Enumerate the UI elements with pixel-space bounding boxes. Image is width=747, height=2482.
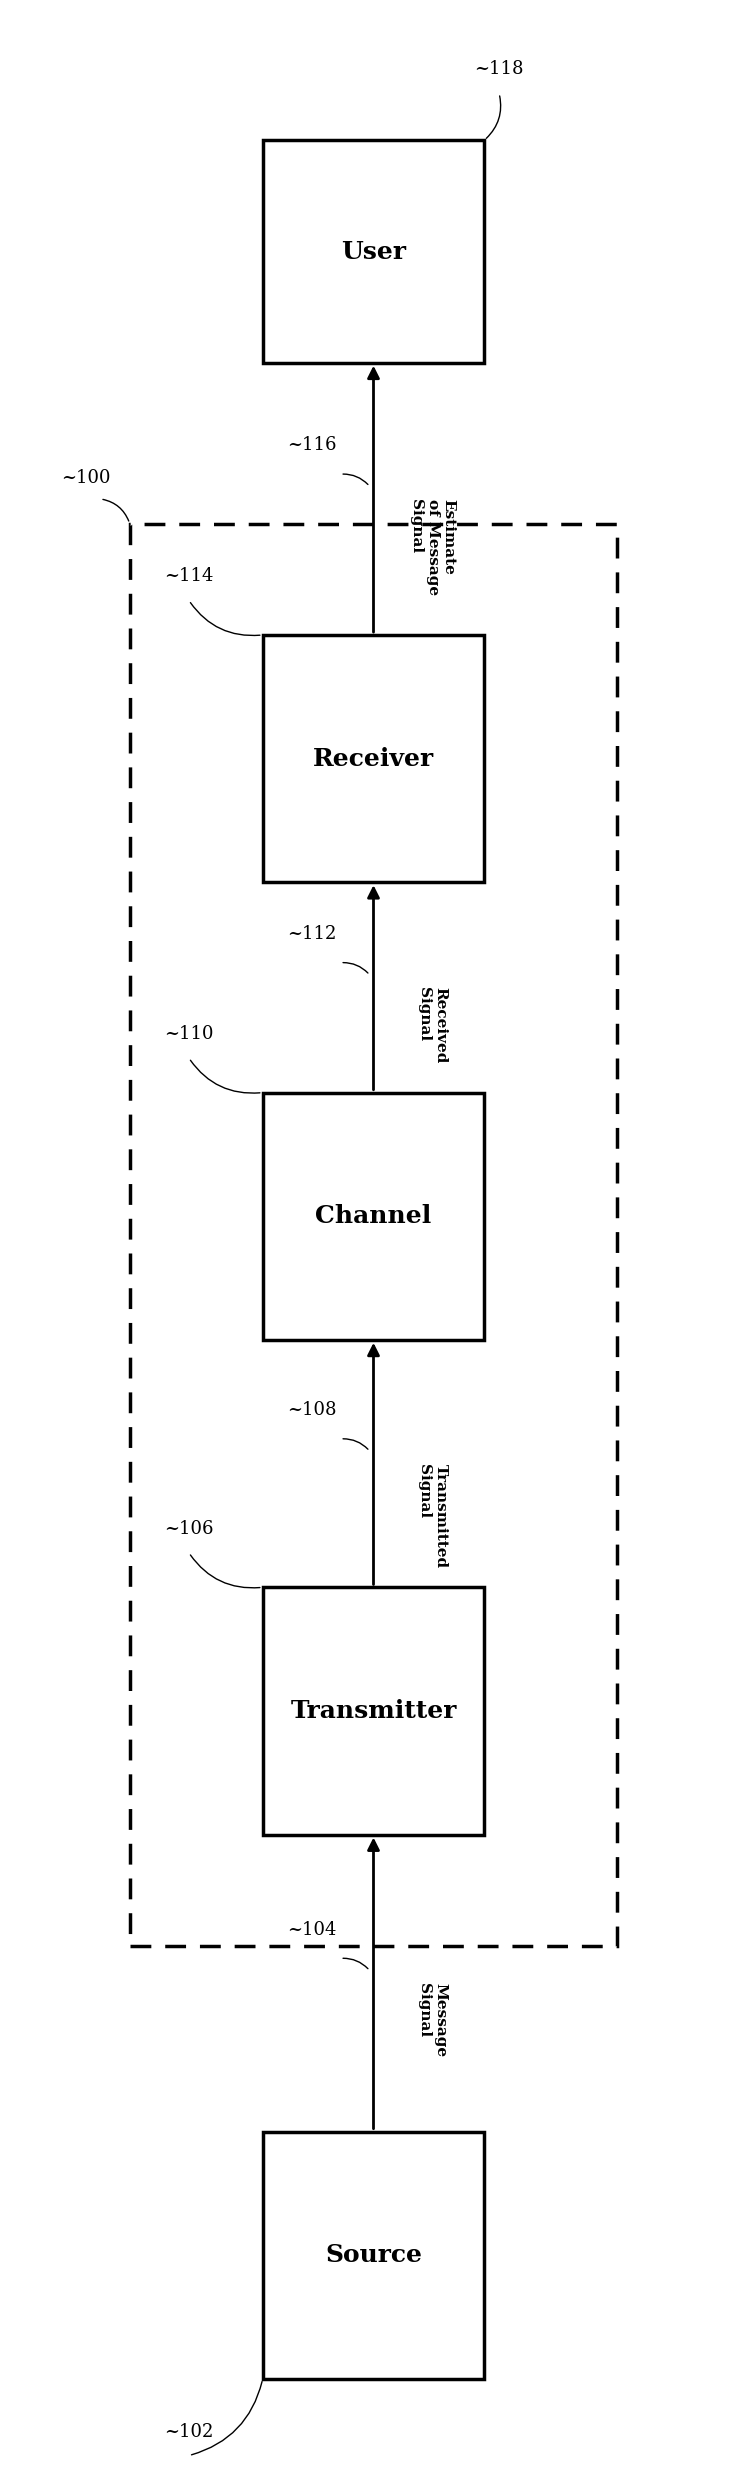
Text: Message
Signal: Message Signal — [418, 1983, 447, 2058]
Bar — [263, 2132, 484, 2378]
Bar — [263, 1588, 484, 1834]
Text: ~118: ~118 — [474, 60, 524, 79]
Text: Receiver: Receiver — [313, 747, 434, 769]
Text: ~112: ~112 — [287, 926, 337, 943]
Bar — [263, 1092, 484, 1340]
Text: ~100: ~100 — [61, 469, 110, 486]
Bar — [130, 524, 617, 1946]
Text: ~108: ~108 — [287, 1402, 337, 1420]
Text: Source: Source — [325, 2244, 422, 2266]
Text: Estimate
of Message
Signal: Estimate of Message Signal — [409, 499, 456, 596]
Text: ~106: ~106 — [164, 1519, 214, 1539]
Text: Received
Signal: Received Signal — [418, 988, 447, 1065]
Text: User: User — [341, 241, 406, 263]
Text: ~114: ~114 — [164, 568, 214, 586]
Bar — [263, 635, 484, 881]
Text: ~116: ~116 — [287, 437, 337, 454]
Text: Transmitted
Signal: Transmitted Signal — [418, 1464, 447, 1569]
Bar — [263, 139, 484, 362]
Text: ~104: ~104 — [287, 1921, 337, 1938]
Text: Channel: Channel — [315, 1204, 432, 1229]
Text: ~102: ~102 — [164, 2422, 214, 2440]
Text: ~110: ~110 — [164, 1025, 214, 1042]
Text: Transmitter: Transmitter — [291, 1700, 456, 1723]
